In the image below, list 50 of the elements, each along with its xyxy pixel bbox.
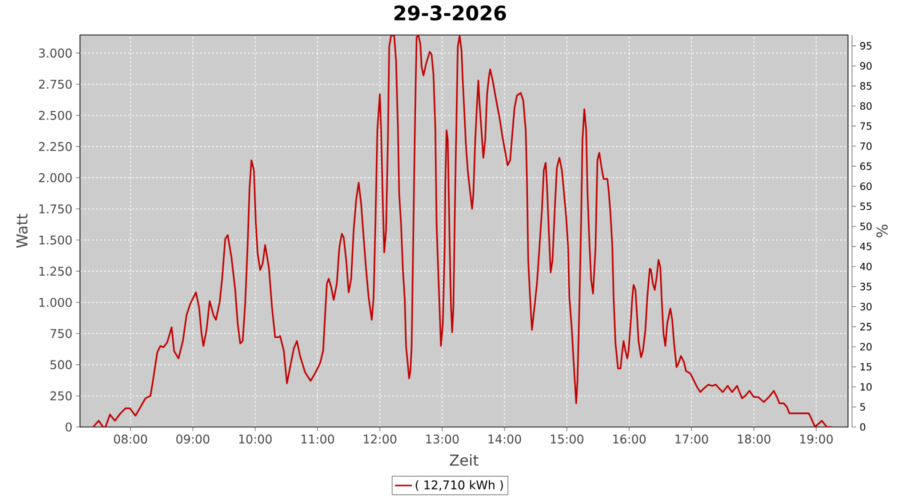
y-tick-label: 250 (50, 391, 72, 400)
chart-title: 29-3-2026 (394, 5, 506, 21)
y-tick-label: 500 (50, 360, 72, 370)
legend-label: ( 12,710 kWh ) (416, 480, 503, 491)
y-tick-label: 3.000 (39, 48, 72, 58)
y2-tick-label: 20 (860, 342, 872, 351)
y-tick-label: 1.000 (39, 298, 72, 307)
x-tick-label: 16:00 (613, 434, 646, 444)
y-tick-label: 750 (50, 328, 72, 338)
y2-tick-label: 40 (860, 262, 872, 270)
y2-tick-label: 70 (860, 142, 872, 150)
y-tick-label: 0 (66, 422, 72, 432)
y2-tick-label: 85 (860, 82, 872, 90)
y2-tick-label: 65 (860, 162, 872, 170)
y2-tick-label: 95 (860, 42, 872, 50)
y2-tick-label: 90 (860, 62, 872, 70)
y2-tick-label: 25 (860, 322, 872, 330)
x-tick-label: 10:00 (239, 434, 272, 444)
y2-tick-label: 30 (860, 302, 872, 310)
x-tick-label: 17:00 (676, 434, 708, 444)
y2-tick-label: 55 (860, 202, 872, 210)
y-tick-label: 2.500 (39, 110, 72, 120)
y2-tick-label: 5 (860, 403, 866, 411)
y2-tick-label: 75 (860, 122, 872, 130)
y-tick-label: 1.500 (39, 235, 72, 245)
x-tick-label: 15:00 (550, 434, 584, 444)
y2-tick-label: 15 (860, 363, 872, 371)
y2-tick-label: 35 (860, 282, 872, 290)
x-tick-label: 19:00 (800, 434, 833, 444)
x-tick-label: 09:00 (176, 434, 210, 444)
y-tick-label: 1.250 (39, 266, 72, 276)
x-tick-label: 14:00 (488, 434, 522, 444)
y-tick-label: 1.750 (39, 204, 72, 214)
y2-tick-label: 50 (860, 222, 872, 230)
y2-tick-label: 80 (860, 102, 872, 110)
y2-axis-title: % (876, 224, 888, 238)
y2-tick-label: 45 (860, 242, 872, 250)
y-tick-label: 2.750 (39, 80, 72, 89)
x-tick-label: 08:00 (114, 434, 147, 444)
x-tick-label: 13:00 (426, 434, 459, 444)
x-axis-title: Zeit (450, 454, 478, 466)
x-tick-label: 12:00 (364, 434, 396, 444)
y2-tick-label: 60 (860, 182, 872, 190)
x-tick-label: 11:00 (302, 434, 334, 444)
y-tick-label: 2.000 (39, 173, 72, 182)
y2-tick-label: 10 (860, 383, 872, 391)
y-tick-label: 2.250 (39, 142, 72, 152)
y2-tick-label: 0 (860, 423, 866, 431)
y-axis-title: Watt (16, 214, 28, 248)
x-tick-label: 18:00 (738, 434, 770, 444)
